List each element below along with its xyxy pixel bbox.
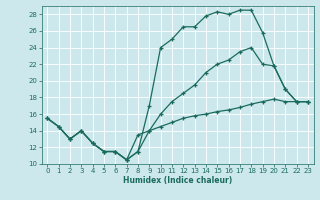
X-axis label: Humidex (Indice chaleur): Humidex (Indice chaleur) xyxy=(123,176,232,185)
